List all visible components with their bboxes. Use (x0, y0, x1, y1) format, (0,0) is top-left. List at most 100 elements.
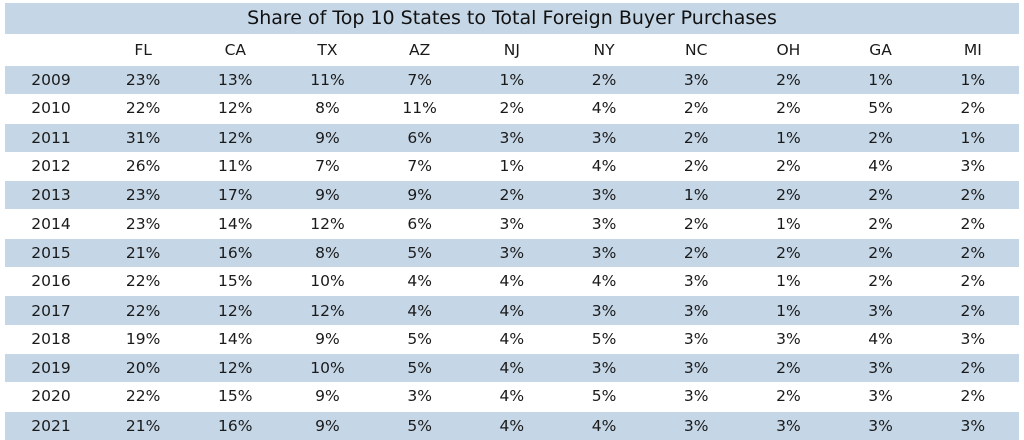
data-table-panel: Share of Top 10 States to Total Foreign … (5, 3, 1019, 440)
table-cell: 2% (742, 382, 835, 412)
column-header-mi: MI (963, 40, 982, 59)
table-cell: 11% (281, 65, 374, 95)
table-cell: 3% (926, 324, 1019, 354)
table-row: 2015 21% 16% 8% 5% 3% 3% 2% 2% 2% 2% (5, 237, 1019, 268)
table-cell: 4% (557, 267, 651, 296)
table-cell: 3% (650, 267, 743, 296)
table-row: 2017 22% 12% 12% 4% 4% 3% 3% 1% 3% 2% (5, 295, 1019, 325)
table-cell: 5% (557, 324, 651, 354)
column-header-ga: GA (869, 40, 892, 59)
table-cell: 5% (373, 410, 466, 440)
table-cell: 3% (834, 295, 927, 325)
table-cell: 2% (834, 180, 927, 210)
table-cell: 1% (834, 65, 927, 95)
table-cell: 4% (465, 382, 558, 412)
table-cell: 4% (465, 324, 558, 354)
table-cell: 12% (189, 122, 282, 152)
table-cell: 16% (189, 410, 282, 440)
table-cell: 4% (373, 267, 466, 296)
table-cell: 23% (97, 180, 190, 210)
column-header-tx: TX (317, 40, 338, 59)
table-cell: 3% (742, 410, 835, 440)
table-cell: 3% (557, 295, 651, 325)
table-cell: 2% (650, 151, 743, 181)
table-cell: 3% (557, 122, 651, 152)
table-cell: 5% (373, 237, 466, 268)
row-year-label: 2010 (5, 94, 97, 124)
table-cell: 5% (834, 94, 927, 124)
table-cell: 2% (742, 180, 835, 210)
table-cell: 3% (557, 237, 651, 268)
table-cell: 26% (97, 151, 190, 181)
table-cell: 7% (281, 151, 374, 181)
column-header-ny: NY (593, 40, 615, 59)
table-cell: 3% (834, 382, 927, 412)
table-cell: 1% (650, 180, 743, 210)
table-cell: 2% (650, 122, 743, 152)
table-cell: 3% (557, 180, 651, 210)
column-header-fl: FL (134, 40, 152, 59)
table-row: 2016 22% 15% 10% 4% 4% 4% 3% 1% 2% 2% (5, 267, 1019, 296)
table-title: Share of Top 10 States to Total Foreign … (5, 3, 1019, 34)
table-cell: 3% (650, 65, 743, 95)
table-cell: 4% (557, 410, 651, 440)
table-cell: 2% (742, 352, 835, 383)
row-year-label: 2016 (5, 267, 97, 296)
table-row: 2019 20% 12% 10% 5% 4% 3% 3% 2% 3% 2% (5, 352, 1019, 383)
row-year-label: 2019 (5, 352, 97, 383)
table-row: 2018 19% 14% 9% 5% 4% 5% 3% 3% 4% 3% (5, 324, 1019, 354)
table-cell: 12% (281, 209, 374, 239)
table-cell: 9% (281, 382, 374, 412)
table-cell: 4% (557, 94, 651, 124)
table-cell: 3% (650, 410, 743, 440)
column-header-oh: OH (776, 40, 801, 59)
table-cell: 21% (97, 237, 190, 268)
table-cell: 2% (465, 94, 558, 124)
table-cell: 23% (97, 209, 190, 239)
table-cell: 5% (557, 382, 651, 412)
table-cell: 3% (650, 295, 743, 325)
table-cell: 2% (650, 209, 743, 239)
table-cell: 2% (926, 295, 1019, 325)
state-share-table: FL CA TX AZ NJ NY NC OH GA MI 2009 23% 13% 11% 7% 1% 2%… (5, 34, 1019, 440)
table-cell: 4% (465, 410, 558, 440)
table-cell: 3% (373, 382, 466, 412)
table-row: 2013 23% 17% 9% 9% 2% 3% 1% 2% 2% 2% (5, 180, 1019, 210)
table-cell: 2% (650, 94, 743, 124)
table-cell: 5% (373, 324, 466, 354)
table-cell: 9% (281, 180, 374, 210)
table-cell: 15% (189, 382, 282, 412)
year-header (5, 34, 97, 66)
table-cell: 21% (97, 410, 190, 440)
row-year-label: 2017 (5, 295, 97, 325)
table-cell: 1% (926, 65, 1019, 95)
table-cell: 2% (465, 180, 558, 210)
table-cell: 3% (650, 352, 743, 383)
row-year-label: 2020 (5, 382, 97, 412)
table-cell: 12% (281, 295, 374, 325)
table-row: 2012 26% 11% 7% 7% 1% 4% 2% 2% 4% 3% (5, 151, 1019, 181)
table-cell: 2% (926, 180, 1019, 210)
table-cell: 10% (281, 267, 374, 296)
table-cell: 2% (926, 94, 1019, 124)
table-cell: 2% (650, 237, 743, 268)
table-cell: 2% (742, 237, 835, 268)
table-cell: 22% (97, 267, 190, 296)
table-cell: 12% (189, 352, 282, 383)
table-cell: 2% (926, 237, 1019, 268)
table-cell: 2% (834, 267, 927, 296)
table-cell: 5% (373, 352, 466, 383)
table-cell: 2% (557, 65, 651, 95)
table-cell: 4% (465, 267, 558, 296)
table-cell: 3% (557, 209, 651, 239)
table-cell: 4% (834, 324, 927, 354)
column-header-ca: CA (224, 40, 246, 59)
row-year-label: 2014 (5, 209, 97, 239)
table-cell: 4% (373, 295, 466, 325)
table-cell: 8% (281, 237, 374, 268)
table-cell: 9% (281, 410, 374, 440)
table-cell: 31% (97, 122, 190, 152)
table-cell: 2% (926, 352, 1019, 383)
table-row: 2010 22% 12% 8% 11% 2% 4% 2% 2% 5% 2% (5, 94, 1019, 124)
column-header-az: AZ (409, 40, 431, 59)
